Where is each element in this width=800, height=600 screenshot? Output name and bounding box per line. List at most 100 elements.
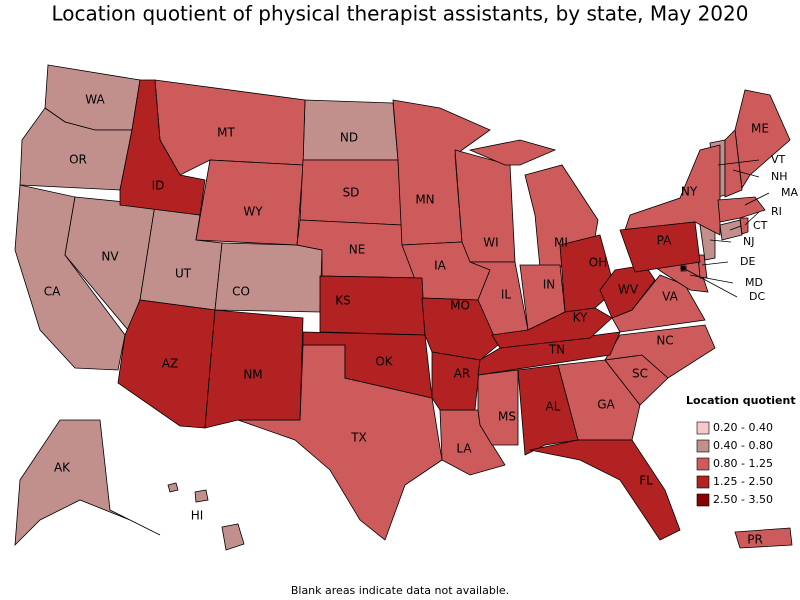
state-label: IA (434, 259, 447, 273)
state-label: NM (243, 368, 262, 382)
state (619, 221, 701, 273)
legend-swatch (696, 493, 710, 507)
callout-line (689, 274, 734, 284)
state-label: WA (85, 93, 105, 107)
state-label: SC (632, 367, 648, 381)
callout-line (729, 225, 742, 231)
state-label: VA (662, 290, 678, 304)
state-label: NY (681, 185, 698, 199)
state-label: GA (597, 398, 615, 412)
state-label: DE (740, 255, 755, 268)
legend-label: 0.80 - 1.25 (713, 457, 773, 470)
state-label: OR (69, 153, 87, 167)
callout-line (717, 159, 760, 166)
state-label: OH (589, 256, 607, 270)
state (491, 307, 613, 349)
state-label: CO (232, 285, 250, 299)
state (529, 439, 681, 541)
state (717, 196, 766, 223)
state-label: ND (340, 131, 358, 145)
state-label: VT (771, 153, 786, 166)
state (468, 139, 557, 166)
legend-swatch (696, 475, 710, 489)
state-label: LA (456, 442, 472, 456)
state-label: NV (101, 250, 119, 264)
state (431, 351, 481, 411)
state (167, 482, 179, 493)
state (734, 527, 793, 549)
callout-line (744, 192, 770, 206)
state-label: WV (618, 283, 639, 297)
state-label: CA (44, 285, 61, 299)
state (14, 419, 161, 547)
state-label: ID (152, 179, 165, 193)
legend: 0.20 - 0.40 0.40 - 0.80 0.80 - 1.25 1.25 - … (696, 421, 773, 507)
state (195, 159, 304, 246)
state-label: MI (554, 236, 568, 250)
state (739, 217, 749, 235)
callout-line (709, 239, 732, 243)
legend-label: 0.40 - 0.80 (713, 439, 773, 452)
state (302, 331, 433, 399)
state-label: AZ (162, 357, 178, 371)
state-label: HI (191, 509, 204, 523)
state-labels: WA OR CA NV UT CO ND AK HI VT NJ CT MT WY SD NE MN IA WI IL… (44, 93, 799, 547)
state-label: PR (747, 533, 763, 547)
callout-line (701, 261, 729, 266)
callout-line (682, 267, 738, 298)
state (194, 489, 209, 503)
state (221, 523, 245, 551)
state-label: OK (375, 355, 393, 369)
legend-label: 2.50 - 3.50 (713, 493, 773, 506)
state-label: WY (243, 205, 263, 219)
state-label: AR (454, 367, 471, 381)
callout-dot (680, 265, 686, 271)
state-label: MS (498, 410, 516, 424)
state-label: NC (656, 334, 673, 348)
state-label: MT (217, 126, 235, 140)
state (477, 331, 621, 376)
state-label: TX (350, 431, 367, 445)
state-label: MN (415, 193, 434, 207)
state-label: PA (657, 234, 672, 248)
state-label: RI (771, 205, 782, 218)
state-label: FL (639, 474, 653, 488)
state (604, 324, 716, 379)
legend-label: 0.20 - 0.40 (713, 421, 773, 434)
legend-title: Location quotient (686, 394, 796, 407)
legend-swatch (696, 421, 710, 435)
state (517, 364, 579, 456)
state-label: AL (546, 400, 561, 414)
state-label: NJ (743, 235, 754, 248)
legend-swatch (696, 439, 710, 453)
state (214, 242, 323, 313)
state (204, 309, 304, 429)
state-label: AK (54, 461, 71, 475)
state-label: MO (450, 299, 470, 313)
state-label: KS (335, 294, 351, 308)
state-label: MD (745, 276, 763, 289)
state-label: IN (543, 278, 556, 292)
legend-label: 1.25 - 2.50 (713, 475, 773, 488)
note: Blank areas indicate data not available. (291, 584, 509, 597)
state (624, 144, 721, 236)
state-label: WI (483, 236, 498, 250)
callout-line (732, 169, 760, 178)
state-label: IL (501, 288, 512, 302)
states (14, 64, 793, 551)
state-label: NE (349, 243, 366, 257)
legend-swatch (696, 457, 710, 471)
map-title: Location quotient of physical therapist … (52, 2, 749, 26)
state-label: MA (781, 186, 798, 199)
state-label: CT (753, 219, 768, 232)
state-label: SD (343, 186, 360, 200)
state-label: KY (573, 311, 588, 325)
state-label: NH (771, 170, 788, 183)
state-label: TN (548, 343, 565, 357)
state-label: DC (749, 290, 765, 303)
callout-line (744, 211, 760, 226)
state-label: UT (175, 267, 192, 281)
state-label: ME (751, 122, 769, 136)
state (119, 79, 206, 216)
